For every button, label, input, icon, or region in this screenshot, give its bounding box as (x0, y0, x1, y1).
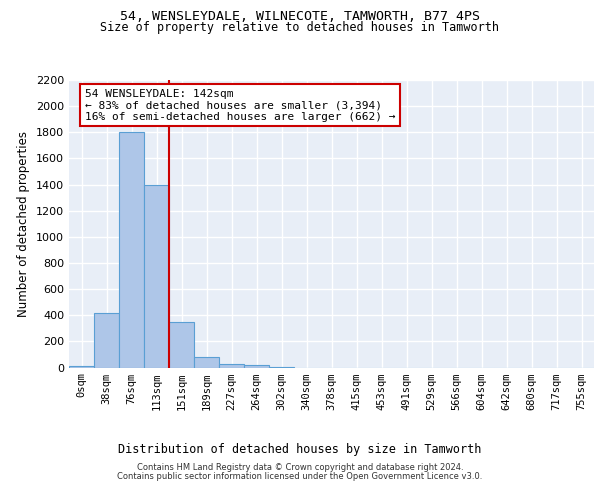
Text: Contains public sector information licensed under the Open Government Licence v3: Contains public sector information licen… (118, 472, 482, 481)
Bar (244, 365, 269, 368)
Bar (194, 357, 219, 368)
Text: 54 WENSLEYDALE: 142sqm
← 83% of detached houses are smaller (3,394)
16% of semi-: 54 WENSLEYDALE: 142sqm ← 83% of detached… (85, 88, 395, 122)
Bar (169, 322, 194, 368)
Text: 54, WENSLEYDALE, WILNECOTE, TAMWORTH, B77 4PS: 54, WENSLEYDALE, WILNECOTE, TAMWORTH, B7… (120, 10, 480, 23)
Bar (269, 367, 294, 368)
Y-axis label: Number of detached properties: Number of detached properties (17, 130, 31, 317)
Bar (94, 312, 119, 368)
Bar (219, 364, 244, 368)
Text: Distribution of detached houses by size in Tamworth: Distribution of detached houses by size … (118, 442, 482, 456)
Text: Contains HM Land Registry data © Crown copyright and database right 2024.: Contains HM Land Registry data © Crown c… (137, 464, 463, 472)
Bar (69, 366, 94, 368)
Bar (144, 184, 169, 368)
Bar (119, 132, 144, 368)
Text: Size of property relative to detached houses in Tamworth: Size of property relative to detached ho… (101, 21, 499, 34)
